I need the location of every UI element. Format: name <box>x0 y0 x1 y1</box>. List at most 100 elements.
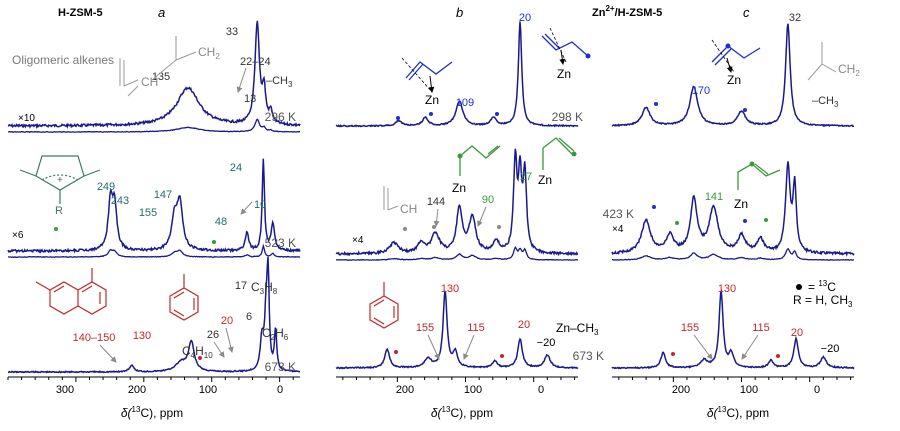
peak-label-6: 6 <box>246 311 252 323</box>
temp-label-c-423: 423 K <box>603 207 634 221</box>
tick-label-a-100: 100 <box>199 384 217 396</box>
peak-label-b-155: 155 <box>416 322 434 334</box>
dashed-bond-b1-icon <box>549 27 567 63</box>
scale-x6-label: ×6 <box>12 230 24 241</box>
temp-label-a-673: 673 K <box>265 360 296 374</box>
sideband-marker-icon <box>212 240 216 244</box>
zn-allyl-c1-icon <box>711 45 761 66</box>
peak-label-22-24: 22–24 <box>240 56 271 68</box>
panel-b-row2-annotations: ×4 144 90 27 CH Zn Zn <box>352 137 577 246</box>
scale-x4-c-label: ×4 <box>612 224 624 235</box>
sideband-marker-icon <box>495 112 499 116</box>
sideband-marker-icon <box>671 352 675 356</box>
peak-label-48: 48 <box>215 216 227 228</box>
arrow-b-115 <box>463 334 475 360</box>
panel-a-row1-annotations: Oligomeric alkenes ×10 135 33 22–24 13 –… <box>12 26 296 124</box>
spectrum-c-423k-unscaled <box>611 247 855 261</box>
peak-label-243: 243 <box>111 195 129 207</box>
sideband-marker-icon <box>764 218 768 222</box>
peak-label-26: 26 <box>207 329 219 341</box>
sideband-marker-icon <box>54 227 58 231</box>
peak-label-10: 10 <box>254 199 266 211</box>
peak-label-b-115: 115 <box>467 322 485 334</box>
panel-c-letter: c <box>743 5 750 20</box>
zn-allyl-b2b-icon <box>542 137 575 170</box>
oligomeric-alkenes-label: Oligomeric alkenes <box>12 53 114 67</box>
arrow-20 <box>225 327 234 353</box>
toluene-b-icon <box>369 282 399 329</box>
arrow-10 <box>240 201 253 215</box>
c2h6-label: C2H6 <box>262 326 289 342</box>
peak-label-33: 33 <box>226 26 238 38</box>
spectrum-c-673k <box>611 289 855 370</box>
peak-label-20: 20 <box>221 315 233 327</box>
zn-coordination-b1-arrow <box>559 49 566 65</box>
panel-b-row1-annotations: 109 20 298 K Zn Zn <box>401 12 591 124</box>
zn-label-c2: Zn <box>734 197 748 211</box>
panel-b-letter: b <box>456 5 463 20</box>
axis-title-a: δ(13C), ppm <box>121 405 183 420</box>
oligomeric-alkene-structure-icon <box>119 36 197 97</box>
sideband-marker-icon <box>198 356 202 360</box>
ch-label-b: CH <box>400 202 417 216</box>
arrow-26 <box>213 341 225 358</box>
temp-label-a-296: 296 K <box>265 110 296 124</box>
cation-plus-icon: + <box>57 175 63 186</box>
peak-label-b-144: 144 <box>427 196 445 208</box>
panel-a-sample: H-ZSM-5 <box>58 7 103 19</box>
scale-x10-label: ×10 <box>18 113 35 124</box>
spectrum-a-523k-unscaled <box>7 243 301 259</box>
tick-label-b-0: 0 <box>538 384 544 396</box>
sideband-marker-icon <box>500 354 504 358</box>
ch3-label: –CH3 <box>266 75 293 89</box>
peak-label-c-m20: −20 <box>821 343 840 355</box>
tick-label-b-100: 100 <box>464 384 482 396</box>
arrow-c-155 <box>693 334 713 360</box>
spectrum-a-673k <box>7 256 300 374</box>
tick-label-c-0: 0 <box>814 384 820 396</box>
zn-allyl-b2-icon <box>459 145 501 176</box>
zn-coordination-arrow <box>428 75 435 93</box>
panel-c-row3-annotations: 155 130 115 20 −20 <box>681 283 840 360</box>
spectrum-b-423k <box>335 148 579 257</box>
peak-label-b-20: 20 <box>519 12 531 24</box>
temp-label-a-523: 523 K <box>265 236 296 250</box>
sideband-marker-icon <box>394 350 398 354</box>
sideband-marker-icon <box>743 219 747 223</box>
spectrum-b-673k <box>335 290 579 370</box>
peak-label-130: 130 <box>133 330 151 342</box>
c3h8-label: C3H8 <box>251 280 278 296</box>
tick-label-b-200: 200 <box>396 384 414 396</box>
temp-label-b-673: 673 K <box>573 349 604 363</box>
peak-label-b-130: 130 <box>441 283 459 295</box>
panel-c-row1-annotations: 32 170 CH2 –CH3 Zn <box>692 12 861 109</box>
legend-c13-label: = 13C <box>808 279 836 294</box>
peak-label-155: 155 <box>139 207 157 219</box>
dashed-bond-icon <box>401 57 433 93</box>
sideband-marker-icon <box>429 112 433 116</box>
spectrum-a-296k <box>7 20 301 130</box>
arrow-b-155 <box>427 334 440 360</box>
panel-b-row3-annotations: 155 130 115 20 −20 Zn–CH3 673 K <box>369 282 604 363</box>
axis-titles: δ(13C), ppm δ(13C), ppm δ(13C), ppm <box>121 405 769 420</box>
c13-dot-b2b-icon <box>571 151 577 157</box>
zn-label-b2-a: Zn <box>452 181 466 195</box>
tick-layer <box>7 377 852 382</box>
peak-label-147: 147 <box>154 189 172 201</box>
sideband-marker-icon <box>497 225 501 229</box>
axis-title-c: δ(13C), ppm <box>707 405 769 420</box>
spectrum-b-423k-unscaled <box>335 246 579 261</box>
peak-label-c-20: 20 <box>791 327 803 339</box>
c13-dot-b1-icon <box>585 53 591 59</box>
peak-label-17: 17 <box>235 280 247 292</box>
zn-label-b2-b: Zn <box>538 173 552 187</box>
peak-label-140-150: 140–150 <box>73 332 116 344</box>
peak-label-b-20: 20 <box>518 319 530 331</box>
peak-label-135: 135 <box>152 71 170 83</box>
r-group-label: R <box>55 205 63 217</box>
ch2-label: CH2 <box>198 45 220 61</box>
tick-label-a-300: 300 <box>56 384 74 396</box>
peak-label-c-130: 130 <box>718 283 736 295</box>
legend-r-label: R = H, CH3 <box>793 293 853 309</box>
